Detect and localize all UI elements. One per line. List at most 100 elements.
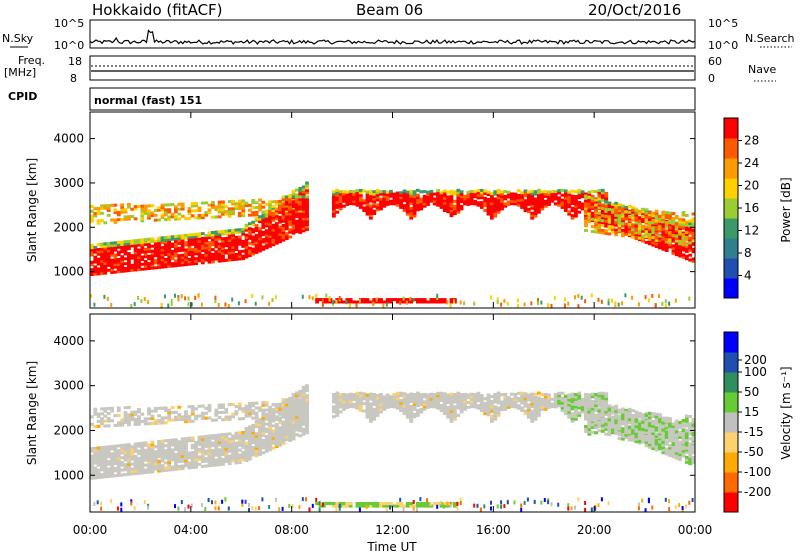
power-cell [147, 214, 151, 218]
velocity-cell [106, 447, 111, 451]
velocity-cell [405, 410, 410, 414]
power-cell [271, 235, 276, 239]
power-cell [607, 215, 612, 219]
velocity-cell [268, 430, 272, 434]
power-cell [533, 209, 538, 213]
velocity-cell [150, 462, 155, 466]
velocity-cell [621, 430, 625, 434]
power-cell [301, 195, 306, 199]
velocity-cell [234, 412, 239, 416]
power-cell [261, 233, 266, 237]
velocity-cell [345, 403, 350, 407]
velocity-cell [506, 398, 511, 402]
velocity-cell [96, 468, 101, 472]
power-cell [190, 240, 195, 244]
velocity-cell [271, 424, 276, 428]
velocity-cell [654, 412, 659, 416]
velocity-cell [295, 396, 299, 400]
power-cell [140, 250, 145, 254]
velocity-cell [120, 468, 125, 472]
power-cell [543, 199, 548, 203]
velocity-cell [244, 431, 249, 435]
power-cell [674, 298, 677, 303]
power-cell [510, 199, 514, 203]
velocity-cell [493, 417, 498, 421]
power-cell [227, 234, 232, 238]
power-cell [251, 223, 256, 227]
power-cell [160, 236, 165, 240]
velocity-cell [523, 397, 528, 401]
power-cell [385, 195, 390, 199]
power-cell [254, 301, 257, 306]
power-cell [405, 200, 410, 204]
power-cell [133, 263, 138, 267]
power-cell [674, 243, 679, 247]
power-cell [664, 220, 669, 224]
power-cell [523, 189, 528, 193]
velocity-cell [459, 400, 464, 404]
power-cell [332, 214, 336, 218]
velocity-cell [372, 397, 377, 401]
velocity-cell [594, 416, 598, 420]
power-cell [372, 199, 377, 203]
velocity-cell [258, 435, 262, 439]
power-cell [409, 216, 414, 220]
power-cell [530, 197, 535, 201]
power-cell [537, 201, 541, 204]
power-cell [611, 205, 615, 209]
velocity-cell [258, 438, 262, 442]
velocity-cell [160, 469, 165, 473]
power-cell [217, 237, 222, 241]
power-cell [584, 299, 587, 304]
power-cell [120, 247, 125, 251]
power-cell [594, 205, 598, 209]
velocity-cell [160, 442, 165, 446]
velocity-cell [594, 421, 598, 425]
velocity-cell [133, 417, 138, 421]
power-cell [432, 202, 437, 206]
velocity-cell [644, 508, 647, 513]
power-cell [490, 216, 494, 220]
power-cell [399, 205, 403, 209]
velocity-cell [264, 401, 269, 405]
velocity-cell [153, 445, 158, 449]
velocity-cell [664, 450, 669, 454]
power-cell [170, 257, 175, 261]
velocity-cell [600, 429, 605, 433]
velocity-cell [143, 500, 146, 505]
velocity-cell [375, 406, 380, 410]
power-cell [681, 233, 686, 236]
power-cell [150, 254, 155, 258]
power-cell [379, 300, 383, 304]
power-cell [486, 202, 491, 206]
power-cell [355, 303, 358, 308]
velocity-cell [116, 421, 121, 425]
power-cell [651, 243, 656, 247]
power-cell [113, 265, 118, 269]
power-cell [288, 230, 293, 234]
velocity-cell [654, 445, 659, 449]
power-cell [651, 238, 656, 242]
power-cell [248, 222, 252, 226]
power-cell [332, 195, 336, 199]
power-cell [284, 202, 289, 206]
power-cell [644, 211, 649, 215]
power-cell [590, 199, 595, 203]
velocity-cell [103, 458, 108, 462]
velocity-cell [446, 398, 451, 402]
power-cell [221, 254, 225, 258]
velocity-cell [496, 411, 501, 415]
power-cell [550, 303, 553, 308]
power-cell [671, 212, 676, 216]
velocity-cell [637, 435, 642, 439]
power-cell [160, 213, 165, 217]
velocity-cell [147, 412, 151, 416]
power-cell [143, 267, 148, 271]
power-cell [385, 190, 390, 194]
power-cell [281, 195, 286, 199]
velocity-cell [570, 397, 575, 401]
velocity-cell [520, 399, 524, 403]
power-cell [251, 293, 254, 298]
velocity-cell [641, 433, 645, 437]
power-cell [530, 204, 535, 208]
